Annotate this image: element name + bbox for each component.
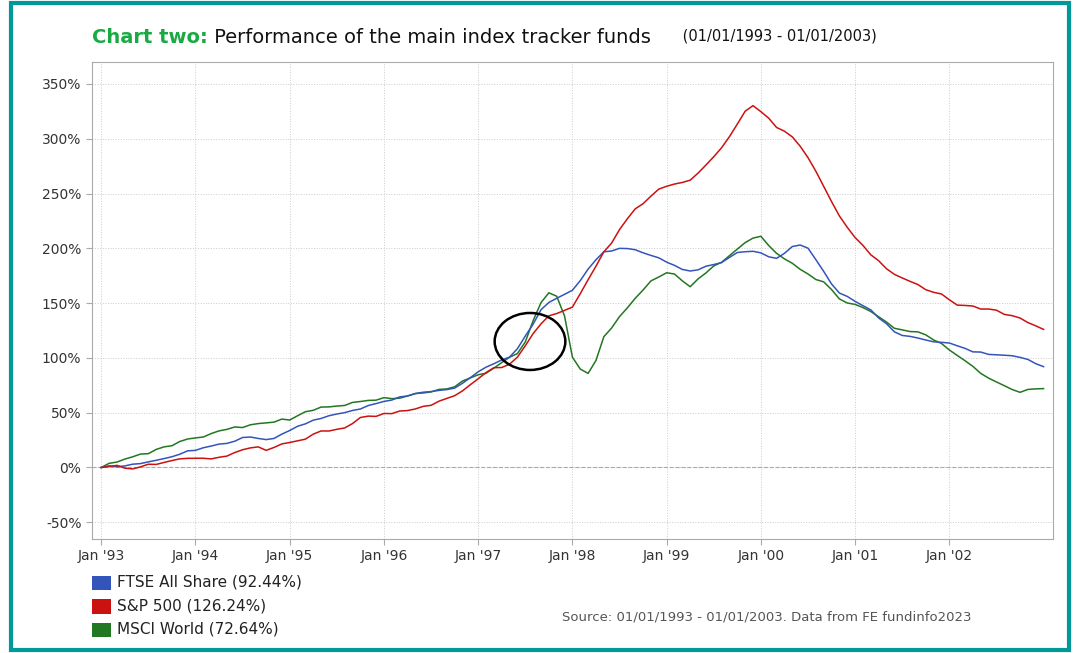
Text: MSCI World (72.64%): MSCI World (72.64%) (117, 622, 279, 637)
Text: S&P 500 (126.24%): S&P 500 (126.24%) (117, 599, 266, 613)
Text: (01/01/1993 - 01/01/2003): (01/01/1993 - 01/01/2003) (678, 28, 877, 43)
Text: Source: 01/01/1993 - 01/01/2003. Data from FE fundinfo2023: Source: 01/01/1993 - 01/01/2003. Data fr… (562, 611, 971, 624)
Text: Chart two:: Chart two: (92, 28, 207, 47)
Text: Performance of the main index tracker funds: Performance of the main index tracker fu… (208, 28, 651, 47)
Text: FTSE All Share (92.44%): FTSE All Share (92.44%) (117, 575, 301, 590)
